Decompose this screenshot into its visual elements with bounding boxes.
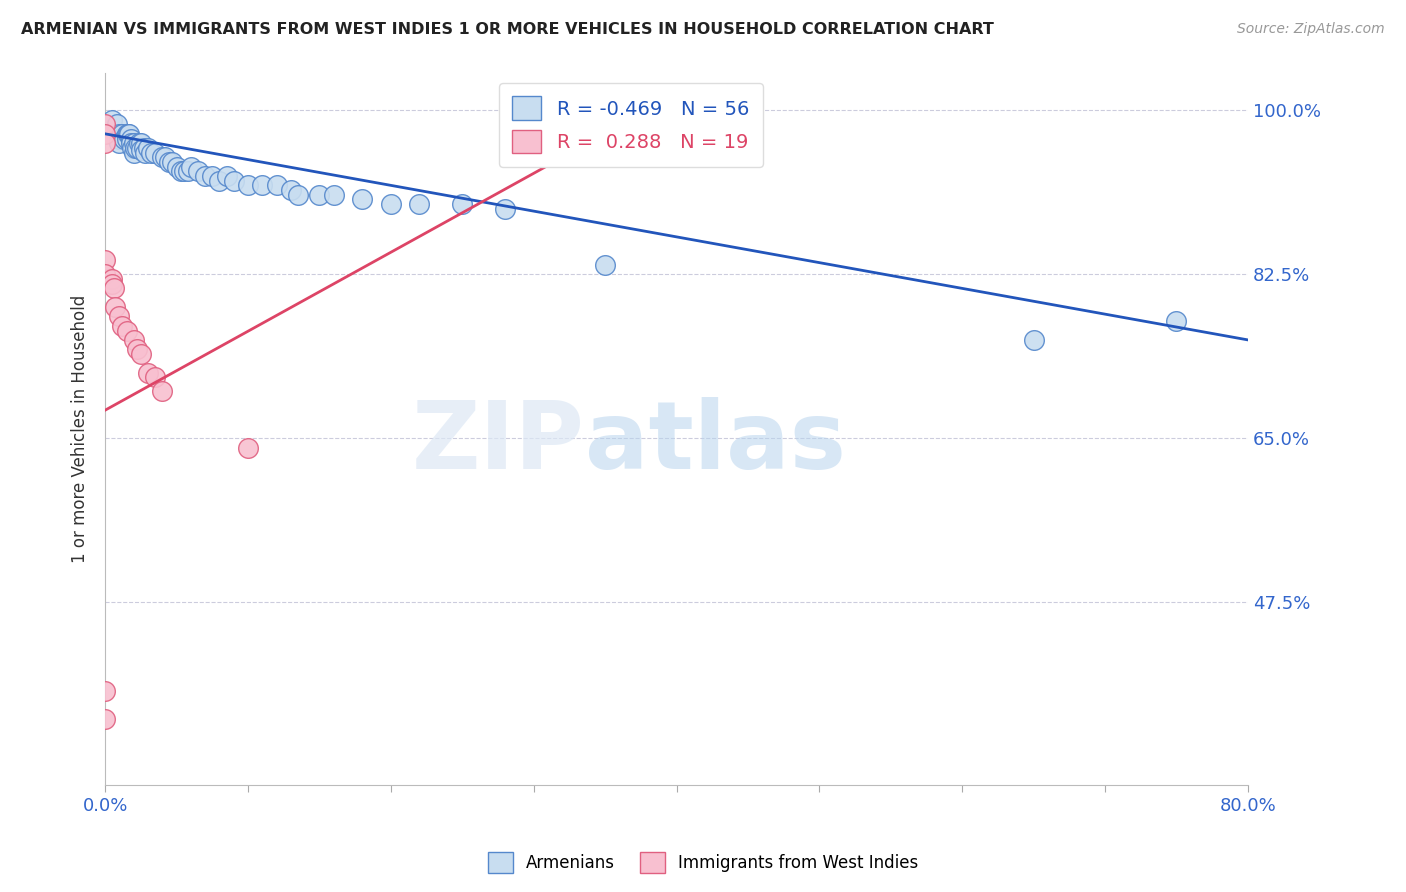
Point bbox=[143, 370, 166, 384]
Point bbox=[159, 155, 181, 169]
Point bbox=[94, 136, 117, 151]
Point bbox=[322, 187, 344, 202]
Point bbox=[111, 318, 134, 333]
Point bbox=[94, 118, 117, 132]
Point bbox=[122, 136, 145, 151]
Point bbox=[173, 164, 195, 178]
Point bbox=[128, 136, 150, 151]
Point bbox=[308, 187, 330, 202]
Point bbox=[194, 169, 217, 183]
Point bbox=[101, 272, 124, 286]
Point bbox=[124, 141, 146, 155]
Point bbox=[108, 310, 131, 324]
Text: Source: ZipAtlas.com: Source: ZipAtlas.com bbox=[1237, 22, 1385, 37]
Point bbox=[1022, 333, 1045, 347]
Point bbox=[118, 127, 141, 141]
Point bbox=[94, 712, 117, 726]
Point bbox=[352, 193, 374, 207]
Point bbox=[94, 253, 117, 268]
Point bbox=[236, 178, 259, 193]
Legend: R = -0.469   N = 56, R =  0.288   N = 19: R = -0.469 N = 56, R = 0.288 N = 19 bbox=[499, 83, 763, 167]
Point bbox=[201, 169, 224, 183]
Point bbox=[129, 143, 152, 157]
Point bbox=[287, 187, 309, 202]
Point bbox=[101, 277, 124, 291]
Point bbox=[380, 197, 402, 211]
Point bbox=[166, 160, 188, 174]
Point bbox=[125, 141, 148, 155]
Point bbox=[112, 131, 135, 145]
Point bbox=[143, 145, 166, 160]
Point bbox=[280, 183, 302, 197]
Y-axis label: 1 or more Vehicles in Household: 1 or more Vehicles in Household bbox=[72, 294, 89, 563]
Point bbox=[180, 160, 202, 174]
Text: ZIP: ZIP bbox=[412, 397, 585, 489]
Point bbox=[187, 164, 209, 178]
Point bbox=[117, 127, 139, 141]
Point bbox=[266, 178, 288, 193]
Point bbox=[150, 384, 173, 399]
Legend: Armenians, Immigrants from West Indies: Armenians, Immigrants from West Indies bbox=[481, 846, 925, 880]
Point bbox=[236, 441, 259, 455]
Point bbox=[451, 197, 474, 211]
Point bbox=[162, 155, 184, 169]
Point bbox=[593, 258, 616, 272]
Point bbox=[115, 127, 138, 141]
Text: atlas: atlas bbox=[585, 397, 846, 489]
Point bbox=[208, 174, 231, 188]
Point bbox=[104, 300, 127, 314]
Point bbox=[94, 684, 117, 698]
Point bbox=[215, 169, 238, 183]
Point bbox=[222, 174, 245, 188]
Point bbox=[103, 281, 125, 295]
Point bbox=[115, 324, 138, 338]
Point bbox=[170, 164, 193, 178]
Point bbox=[94, 268, 117, 282]
Point bbox=[252, 178, 274, 193]
Point bbox=[101, 112, 124, 127]
Point bbox=[120, 131, 142, 145]
Point bbox=[122, 333, 145, 347]
Point bbox=[121, 141, 143, 155]
Point bbox=[115, 131, 138, 145]
Point bbox=[494, 202, 516, 216]
Point bbox=[94, 127, 117, 141]
Point bbox=[134, 145, 156, 160]
Point bbox=[108, 127, 131, 141]
Point bbox=[136, 141, 159, 155]
Point bbox=[122, 145, 145, 160]
Point bbox=[129, 347, 152, 361]
Point bbox=[125, 343, 148, 357]
Point bbox=[129, 136, 152, 151]
Point bbox=[136, 366, 159, 380]
Point bbox=[408, 197, 430, 211]
Point bbox=[111, 127, 134, 141]
Point bbox=[132, 141, 155, 155]
Point bbox=[177, 164, 200, 178]
Point bbox=[153, 150, 176, 164]
Point bbox=[1166, 314, 1188, 328]
Text: ARMENIAN VS IMMIGRANTS FROM WEST INDIES 1 OR MORE VEHICLES IN HOUSEHOLD CORRELAT: ARMENIAN VS IMMIGRANTS FROM WEST INDIES … bbox=[21, 22, 994, 37]
Point bbox=[108, 131, 131, 145]
Point bbox=[108, 136, 131, 151]
Point bbox=[105, 118, 128, 132]
Point bbox=[150, 150, 173, 164]
Point bbox=[139, 145, 162, 160]
Point bbox=[120, 136, 142, 151]
